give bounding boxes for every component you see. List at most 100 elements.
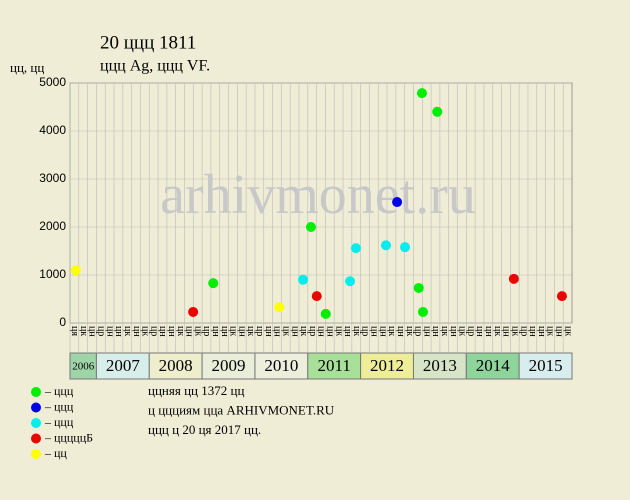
month-label: цр [360, 326, 371, 336]
month-label: цн [527, 326, 538, 337]
year-label: 2015 [529, 356, 563, 375]
month-label: цк [457, 326, 468, 336]
point [392, 197, 403, 208]
month-label: цн [104, 326, 115, 337]
month-label: цр [413, 326, 424, 336]
point [298, 274, 309, 285]
year-label: 2009 [212, 356, 246, 375]
point [350, 243, 361, 254]
month-label: цк [404, 326, 415, 336]
month-label: цн [131, 326, 142, 337]
month-label: цн [263, 326, 274, 337]
year-label: 2013 [423, 356, 457, 375]
month-label: цн [369, 326, 380, 337]
point [345, 276, 356, 287]
month-label: цк [228, 326, 239, 336]
year-label: 2006 [72, 361, 95, 373]
note: ццняя цц 1372 цц [148, 383, 244, 398]
point [417, 306, 428, 317]
y-axis-label: цц, цц [10, 60, 44, 75]
legend-label: – ццц [44, 399, 74, 413]
month-label: цн [448, 326, 459, 337]
month-label: цн [113, 326, 124, 337]
month-label: цн [166, 326, 177, 337]
legend-marker [31, 387, 41, 397]
month-label: цн [184, 326, 195, 337]
month-label: цк [192, 326, 203, 336]
month-label: цн [421, 326, 432, 337]
legend-marker [31, 418, 41, 428]
month-label: цн [289, 326, 300, 337]
legend-label: – цццццБ [44, 430, 93, 444]
y-tick-label: 1000 [39, 267, 66, 281]
year-label: 2010 [264, 356, 298, 375]
month-label: цр [201, 326, 212, 336]
legend-marker [31, 402, 41, 413]
chart-title: 20 ццц 1811 [100, 32, 196, 53]
plot-area [69, 82, 573, 324]
month-label: цк [562, 326, 573, 336]
point [380, 240, 391, 251]
month-label: цк [439, 326, 450, 336]
month-label: цк [175, 326, 186, 336]
note: ц ццциям цца ARHIVMONET.RU [148, 402, 335, 417]
month-label: цн [483, 326, 494, 337]
month-label: цн [430, 326, 441, 337]
month-label: цн [219, 326, 230, 337]
point [305, 222, 316, 232]
month-label: цк [78, 326, 89, 336]
year-label: 2012 [370, 356, 404, 375]
month-label: цн [474, 326, 485, 337]
month-label: цк [492, 326, 503, 336]
chart-subtitle: ццц Ag, ццц VF. [100, 58, 210, 75]
year-band [307, 352, 362, 380]
point [508, 273, 519, 284]
month-label: цн [342, 326, 353, 337]
month-label: цк [122, 326, 133, 336]
month-label: цк [386, 326, 397, 336]
y-tick-label: 4000 [39, 123, 66, 137]
month-label: цн [536, 326, 547, 337]
y-tick-label: 3000 [39, 171, 66, 185]
month-label: цн [236, 326, 247, 337]
point [432, 106, 443, 117]
month-label: цр [465, 326, 476, 336]
point [400, 242, 411, 253]
year-band [518, 352, 573, 380]
month-label: цн [377, 326, 388, 337]
month-label: цн [553, 326, 564, 337]
point [274, 302, 285, 313]
legend-label: – ццц [44, 415, 74, 429]
month-label: цн [325, 326, 336, 337]
y-tick-label: 0 [59, 315, 66, 329]
month-label: цн [501, 326, 512, 337]
year-band [201, 352, 256, 380]
watermark: arhivmonet.ru [160, 164, 476, 226]
y-tick-label: 2000 [39, 219, 66, 233]
year-band [254, 352, 309, 380]
point [413, 282, 424, 293]
point [311, 291, 322, 302]
month-label: цн [395, 326, 406, 337]
point [556, 291, 567, 302]
point [208, 278, 219, 289]
month-label: цк [545, 326, 556, 336]
month-label: цк [298, 326, 309, 336]
month-label: цр [96, 326, 107, 336]
month-label: ця [69, 326, 80, 336]
month-label: цн [157, 326, 168, 337]
month-label: цн [87, 326, 98, 337]
year-band [412, 352, 467, 380]
legend-marker [31, 433, 41, 444]
month-label: цр [254, 326, 265, 336]
month-label: цн [210, 326, 221, 337]
year-band [95, 352, 150, 380]
month-label: цк [245, 326, 256, 336]
year-band [360, 352, 414, 380]
legend-marker [31, 449, 41, 459]
point [188, 306, 199, 317]
note: ццц ц 20 ця 2017 цц. [148, 422, 261, 437]
year-label: 2014 [476, 356, 511, 375]
month-label: цк [333, 326, 344, 336]
